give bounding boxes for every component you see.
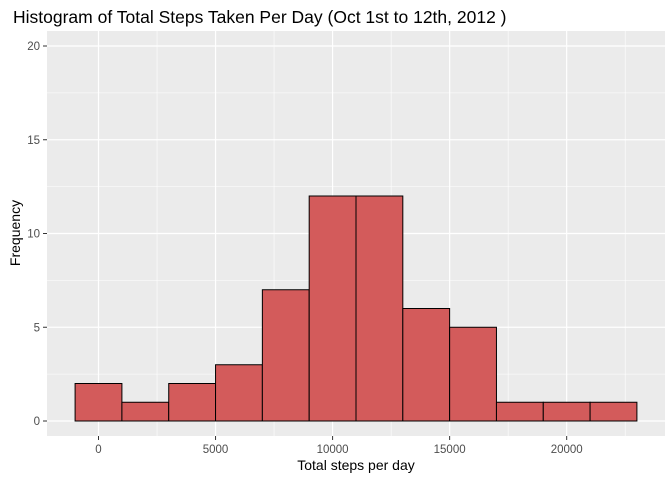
- x-axis-ticks: 0 5000 10000 15000 20000: [95, 436, 583, 456]
- histogram-bar: [495, 401, 544, 422]
- y-axis-title: Frequency: [7, 200, 23, 266]
- y-tick-label: 20: [27, 41, 40, 53]
- y-tick-label: 15: [27, 135, 40, 147]
- x-tick-label: 15000: [434, 444, 466, 456]
- y-tick-label: 5: [34, 322, 40, 334]
- histogram-bar: [261, 289, 310, 422]
- histogram-bar: [589, 401, 638, 422]
- y-tick-label: 10: [27, 229, 40, 241]
- histogram-bar: [355, 195, 404, 422]
- histogram-bar: [449, 326, 497, 422]
- x-tick-label: 5000: [203, 444, 229, 456]
- y-axis-ticks: 0 5 10 15 20: [27, 41, 47, 428]
- y-tick-label: 0: [34, 416, 40, 428]
- x-tick-label: 0: [95, 444, 101, 456]
- histogram-bar: [74, 383, 123, 422]
- histogram-bar: [308, 195, 357, 422]
- x-axis-title: Total steps per day: [297, 457, 415, 473]
- x-tick-label: 20000: [551, 444, 583, 456]
- histogram-bar: [402, 308, 451, 422]
- x-tick-label: 10000: [317, 444, 349, 456]
- bars: [74, 195, 638, 422]
- histogram-bar: [121, 401, 170, 422]
- histogram-bar: [542, 401, 591, 422]
- histogram-bar: [168, 383, 217, 422]
- chart-title: Histogram of Total Steps Taken Per Day (…: [13, 7, 507, 27]
- histogram-bar: [215, 364, 263, 422]
